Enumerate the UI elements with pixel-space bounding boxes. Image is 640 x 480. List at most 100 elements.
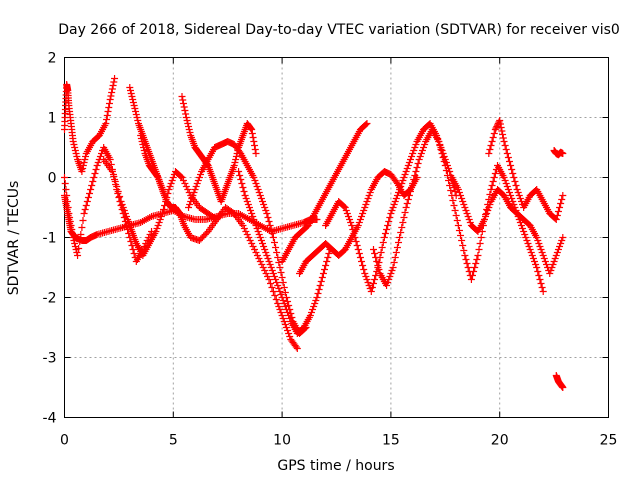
data-point (273, 249, 281, 256)
data-point (267, 226, 275, 233)
data-point (516, 219, 524, 226)
data-point (443, 172, 451, 179)
data-point (551, 255, 559, 262)
data-point (527, 249, 535, 256)
data-point (459, 242, 467, 249)
data-point (179, 96, 187, 104)
data-series (296, 168, 421, 277)
data-point (388, 267, 396, 274)
data-point (285, 302, 293, 309)
data-point (286, 315, 294, 322)
data-point (94, 159, 102, 166)
data-point (241, 192, 249, 199)
data-point (457, 192, 465, 199)
data-point (488, 138, 496, 145)
data-point (393, 192, 401, 199)
data-point (247, 125, 255, 132)
data-point (385, 218, 393, 225)
data-point (184, 186, 192, 193)
data-point (167, 180, 175, 187)
y-tick-label: -4 (43, 411, 57, 427)
data-point (367, 288, 375, 295)
data-point (480, 216, 488, 223)
data-point (284, 309, 292, 316)
data-point (378, 244, 386, 251)
data-point (247, 207, 255, 214)
data-point (554, 208, 562, 215)
data-point (62, 186, 70, 193)
data-point (346, 216, 354, 223)
data-point (403, 200, 411, 207)
data-point (454, 222, 462, 229)
data-point (395, 189, 403, 196)
data-point (271, 292, 279, 299)
data-point (558, 196, 566, 203)
data-point (81, 156, 89, 163)
data-point (275, 285, 283, 292)
data-point (243, 231, 251, 238)
data-point (282, 306, 290, 313)
data-point (130, 250, 138, 257)
data-point (416, 153, 424, 160)
data-point (351, 234, 359, 241)
data-point (542, 261, 550, 268)
data-point (401, 171, 409, 178)
data-point (389, 204, 397, 211)
data-point (240, 225, 248, 232)
data-point (264, 214, 272, 221)
data-point (292, 343, 300, 351)
data-series (137, 132, 301, 352)
data-point (476, 240, 484, 247)
data-point (69, 138, 77, 145)
data-point (490, 174, 498, 181)
data-point (472, 260, 480, 267)
data-point (384, 222, 392, 229)
data-point (455, 189, 463, 196)
data-point (88, 182, 96, 189)
data-point (108, 89, 116, 96)
data-point (316, 282, 324, 289)
data-point (504, 154, 512, 161)
data-point (359, 262, 367, 269)
data-point (277, 291, 285, 298)
data-point (325, 250, 333, 257)
data-point (361, 204, 369, 211)
data-point (250, 174, 258, 181)
data-point (375, 266, 383, 273)
data-point (260, 201, 268, 208)
data-point (512, 182, 520, 189)
data-point (438, 150, 446, 157)
data-point (458, 237, 466, 244)
data-point (310, 303, 318, 310)
data-point (354, 222, 362, 229)
data-point (256, 234, 264, 241)
data-point (182, 183, 190, 190)
data-point (519, 225, 527, 232)
data-point (342, 207, 350, 214)
data-point (257, 237, 265, 244)
data-point (535, 272, 543, 279)
data-point (559, 234, 567, 241)
data-point (257, 195, 265, 202)
data-point (503, 150, 511, 157)
data-point (108, 168, 116, 175)
data-point (452, 212, 460, 219)
data-point (471, 264, 479, 271)
data-point (86, 190, 94, 197)
data-point (81, 206, 89, 213)
data-point (454, 186, 462, 193)
data-point (68, 230, 76, 237)
data-point (396, 234, 404, 241)
data-point (358, 258, 366, 265)
data-point (189, 192, 197, 199)
data-point (437, 146, 445, 153)
data-point (473, 256, 481, 263)
data-point (362, 121, 370, 128)
data-point (264, 255, 272, 262)
data-point (493, 123, 501, 130)
data-point (251, 177, 259, 184)
data-point (274, 300, 282, 307)
data-point (121, 210, 129, 217)
data-point (282, 324, 290, 331)
data-point (532, 261, 540, 268)
